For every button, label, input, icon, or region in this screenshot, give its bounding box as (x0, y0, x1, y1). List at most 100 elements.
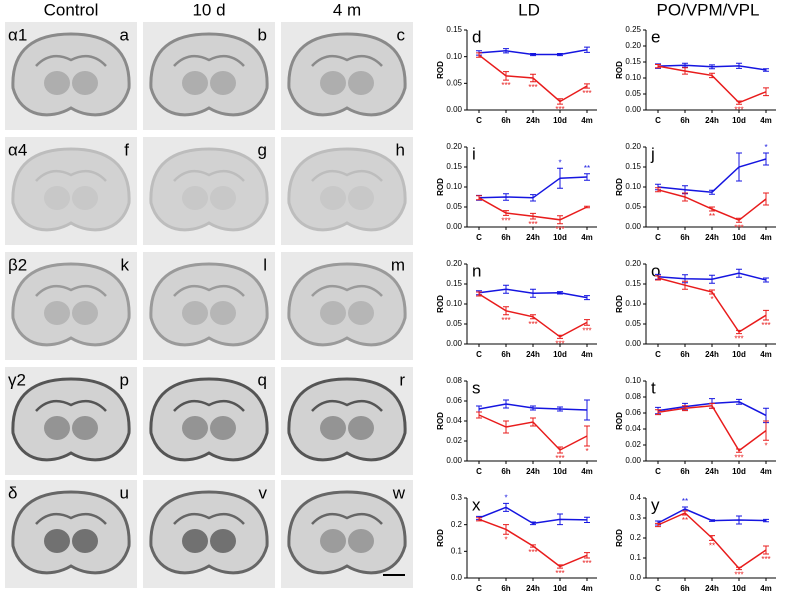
brain-section (11, 490, 131, 575)
thalamus (44, 301, 70, 325)
x-tick-label: 4m (760, 116, 772, 125)
error-bar (709, 274, 715, 284)
significance-mark: ** (682, 497, 688, 506)
significance-mark: *** (501, 316, 510, 325)
error-bar (763, 152, 769, 166)
x-tick-label: 10d (553, 233, 567, 242)
error-bar (584, 425, 590, 447)
significance-mark: *** (528, 320, 537, 329)
error-bar (709, 519, 715, 522)
error-bar (584, 295, 590, 301)
error-bar (584, 173, 590, 181)
error-bar (709, 289, 715, 295)
hippocampus (35, 399, 107, 412)
chart-column-title: PO/VPM/VPL (657, 0, 760, 19)
x-tick-label: 10d (553, 584, 567, 593)
x-tick-label: 4m (760, 350, 772, 359)
x-tick-label: 6h (680, 467, 689, 476)
significance-mark: *** (528, 548, 537, 557)
x-tick-label: 24h (705, 467, 719, 476)
error-bar (682, 67, 688, 75)
y-tick-label: 0.05 (625, 319, 641, 328)
series-line (478, 518, 588, 568)
significance-mark: ** (682, 516, 688, 525)
thalamus (320, 416, 346, 440)
error-bar (736, 268, 742, 278)
significance-mark: *** (501, 81, 510, 90)
thalamus (72, 416, 98, 440)
panel-letter: c (397, 25, 406, 44)
x-tick-label: 4m (581, 116, 593, 125)
error-bar (557, 446, 563, 454)
error-bar (763, 407, 769, 424)
x-tick-label: 6h (501, 116, 510, 125)
error-bar (530, 52, 536, 57)
series-line (657, 405, 767, 452)
x-tick-label: C (476, 350, 482, 359)
y-tick-label: 0.1 (630, 553, 642, 562)
x-tick-label: 10d (732, 584, 746, 593)
x-tick-label: 10d (732, 233, 746, 242)
significance-mark: *** (734, 223, 743, 232)
row-label: γ2 (8, 370, 26, 389)
x-tick-label: 4m (581, 584, 593, 593)
error-bar (709, 402, 715, 409)
y-axis-label: ROD (615, 412, 624, 430)
error-bar (476, 411, 482, 419)
y-tick-label: 0.4 (630, 493, 642, 502)
y-axis-label: ROD (615, 61, 624, 79)
x-tick-label: 4m (760, 467, 772, 476)
y-tick-label: 0.05 (446, 202, 462, 211)
error-bar (763, 68, 769, 72)
panel-label: o (651, 261, 660, 280)
thalamus (72, 301, 98, 325)
row-label: α1 (8, 25, 27, 44)
x-tick-label: 24h (526, 467, 540, 476)
hippocampus (35, 54, 107, 67)
column-title: Control (44, 0, 99, 19)
y-tick-label: 0.00 (446, 456, 462, 465)
brain-section (287, 377, 407, 462)
thalamus (348, 529, 374, 553)
significance-mark: *** (582, 559, 591, 568)
brain-section (11, 32, 131, 117)
y-tick-label: 0.10 (625, 299, 641, 308)
error-bar (584, 319, 590, 326)
significance-mark: * (504, 535, 507, 544)
error-bar (503, 306, 509, 316)
error-bar (503, 524, 509, 535)
thalamus (320, 529, 346, 553)
series-line (657, 158, 767, 193)
error-bar (584, 552, 590, 559)
thalamus (182, 529, 208, 553)
error-bar (736, 329, 742, 335)
x-tick-label: 6h (501, 467, 510, 476)
significance-mark: *** (528, 83, 537, 92)
y-axis-label: ROD (615, 529, 624, 547)
y-axis-label: ROD (615, 295, 624, 313)
hippocampus (311, 399, 383, 412)
error-bar (476, 517, 482, 522)
y-tick-label: 0.08 (625, 392, 641, 401)
panel-letter: p (120, 370, 129, 389)
error-bar (530, 212, 536, 220)
error-bar (557, 564, 563, 569)
error-bar (736, 566, 742, 571)
y-tick-label: 0.10 (625, 182, 641, 191)
significance-mark: * (764, 143, 767, 152)
y-tick-label: 0.02 (446, 436, 462, 445)
y-tick-label: 0.3 (630, 513, 642, 522)
error-bar (736, 515, 742, 525)
brain-section (287, 147, 407, 232)
x-tick-label: 6h (680, 350, 689, 359)
error-bar (763, 277, 769, 283)
thalamus (210, 301, 236, 325)
x-tick-label: 4m (760, 233, 772, 242)
error-bar (709, 72, 715, 79)
error-bar (736, 448, 742, 453)
thalamus (210, 186, 236, 210)
y-tick-label: 0.15 (625, 279, 641, 288)
error-bar (503, 193, 509, 201)
y-axis-label: ROD (436, 529, 445, 547)
y-tick-label: 0.25 (625, 25, 641, 34)
